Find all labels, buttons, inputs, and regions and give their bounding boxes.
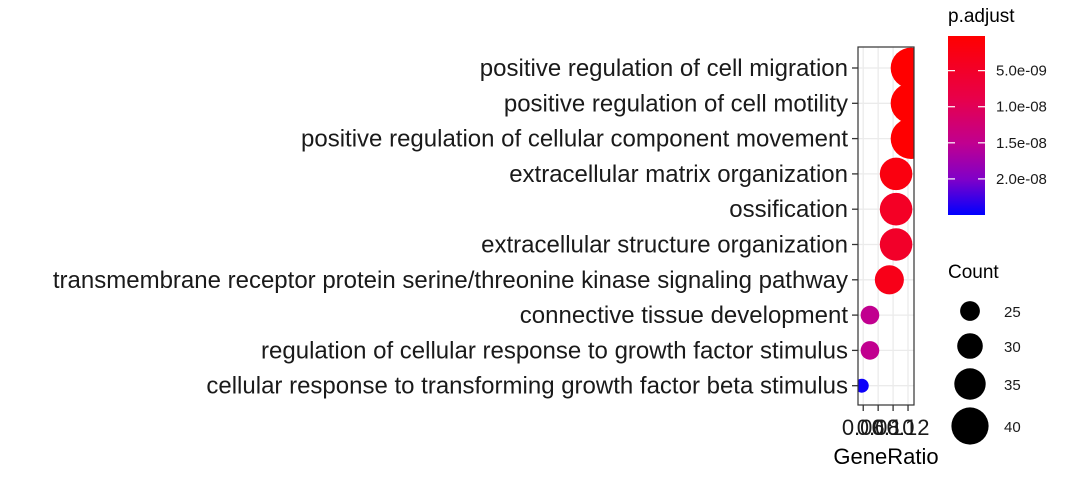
- data-point: [890, 82, 914, 124]
- y-tick-label: extracellular matrix organization: [509, 161, 848, 188]
- color-legend-label: 5.0e-09: [996, 63, 1047, 80]
- y-tick-label: ossification: [729, 196, 848, 223]
- data-point: [879, 192, 913, 226]
- color-legend-label: 1.5e-08: [996, 135, 1047, 152]
- data-point: [879, 228, 913, 261]
- y-tick-label: positive regulation of cell migration: [480, 55, 848, 82]
- y-tick-label: positive regulation of cell motility: [504, 90, 848, 117]
- data-point: [858, 378, 869, 393]
- x-tick-label: 0.06: [842, 415, 885, 440]
- y-tick-label: positive regulation of cellular componen…: [301, 126, 848, 153]
- x-axis-title: GeneRatio: [833, 444, 938, 469]
- color-legend-bar: [948, 36, 985, 215]
- x-tick-label: 0.08: [857, 415, 900, 440]
- data-point: [860, 305, 880, 325]
- color-legend: p.adjust 5.0e-09 1.0e-08 1.5e-08 2.0e-08: [948, 6, 1047, 215]
- size-legend-marker: [954, 368, 986, 400]
- data-point: [879, 157, 913, 191]
- size-legend-marker: [957, 333, 983, 359]
- y-tick-label: cellular response to transforming growth…: [206, 373, 848, 400]
- panel-border: [857, 46, 915, 406]
- y-tick-label: transmembrane receptor protein serine/th…: [53, 267, 848, 294]
- data-point: [874, 265, 904, 295]
- size-legend-label: 40: [1004, 419, 1021, 436]
- color-legend-label: 1.0e-08: [996, 99, 1047, 116]
- color-legend-title: p.adjust: [948, 6, 1015, 27]
- size-legend-marker: [951, 407, 989, 445]
- x-tick-label: 0.10: [872, 415, 915, 440]
- size-legend-title: Count: [948, 262, 999, 283]
- size-legend-label: 35: [1004, 377, 1021, 394]
- data-point: [890, 47, 914, 89]
- x-axis: 0.060.080.100.12: [842, 405, 930, 440]
- size-legend-label: 30: [1004, 339, 1021, 356]
- data-point: [860, 341, 880, 360]
- y-tick-label: connective tissue development: [520, 302, 849, 329]
- size-legend-label: 25: [1004, 304, 1021, 321]
- x-tick-label: 0.12: [887, 415, 930, 440]
- data-point: [890, 118, 914, 159]
- y-tick-label: regulation of cellular response to growt…: [261, 337, 848, 364]
- size-legend: Count 25 30 35 40: [948, 262, 1021, 445]
- y-tick-label: extracellular structure organization: [481, 232, 848, 259]
- data-points: [858, 47, 914, 393]
- y-axis: positive regulation of cell migration pos…: [53, 55, 858, 400]
- color-legend-label: 2.0e-08: [996, 171, 1047, 188]
- size-legend-marker: [960, 301, 980, 321]
